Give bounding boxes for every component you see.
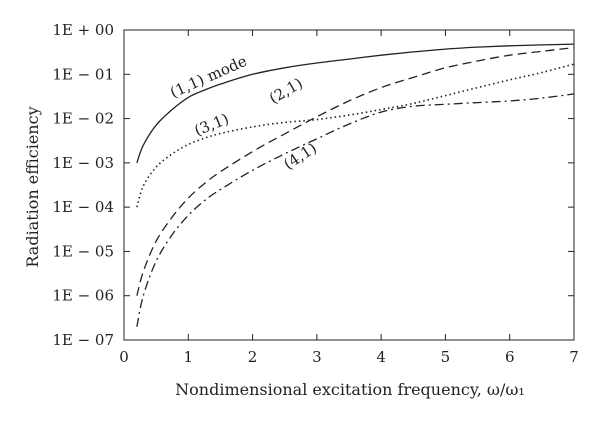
series-line-4 [136,93,575,327]
tick-marks [123,29,575,341]
y-tick-label: 1E + 00 [52,21,114,39]
plot-frame [123,29,575,341]
x-tick-label: 3 [312,348,322,366]
series-lines [136,43,575,327]
series-labels: (1,1) mode (2,1) (3,1) (4,1) [167,52,320,174]
series-label-1: (1,1) mode [167,52,249,102]
series-label-4: (4,1) [280,139,320,173]
x-tick-label: 0 [119,348,129,366]
series-line-3 [136,63,575,208]
y-tick-label: 1E − 06 [52,287,114,305]
y-tick-label: 1E − 03 [52,154,114,172]
y-tick-label: 1E − 05 [52,242,114,260]
x-tick-label: 7 [569,348,579,366]
series-label-2: (2,1) [266,74,306,107]
series-label-3: (3,1) [192,110,232,140]
x-axis-title: Nondimensional excitation frequency, ω/ω… [175,380,525,399]
series-line-1 [136,43,575,164]
x-tick-label: 6 [505,348,515,366]
x-tick-label: 4 [376,348,386,366]
plot-area [123,29,575,341]
y-tick-label: 1E − 02 [52,110,114,128]
series-line-2 [136,46,575,296]
x-tick-labels: 0 1 2 3 4 5 6 7 [119,348,579,366]
y-tick-labels: 1E + 00 1E − 01 1E − 02 1E − 03 1E − 04 1E − … [52,21,114,349]
x-tick-label: 2 [248,348,258,366]
x-tick-label: 1 [184,348,194,366]
y-tick-label: 1E − 07 [52,331,114,349]
y-tick-label: 1E − 04 [52,198,114,216]
x-tick-label: 5 [441,348,451,366]
y-axis-title: Radiation efficiency [23,106,42,267]
y-tick-label: 1E − 01 [52,65,114,83]
